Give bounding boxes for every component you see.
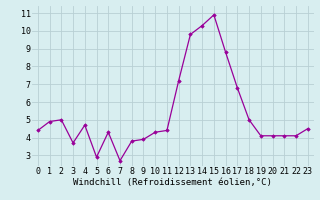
- X-axis label: Windchill (Refroidissement éolien,°C): Windchill (Refroidissement éolien,°C): [73, 178, 272, 187]
